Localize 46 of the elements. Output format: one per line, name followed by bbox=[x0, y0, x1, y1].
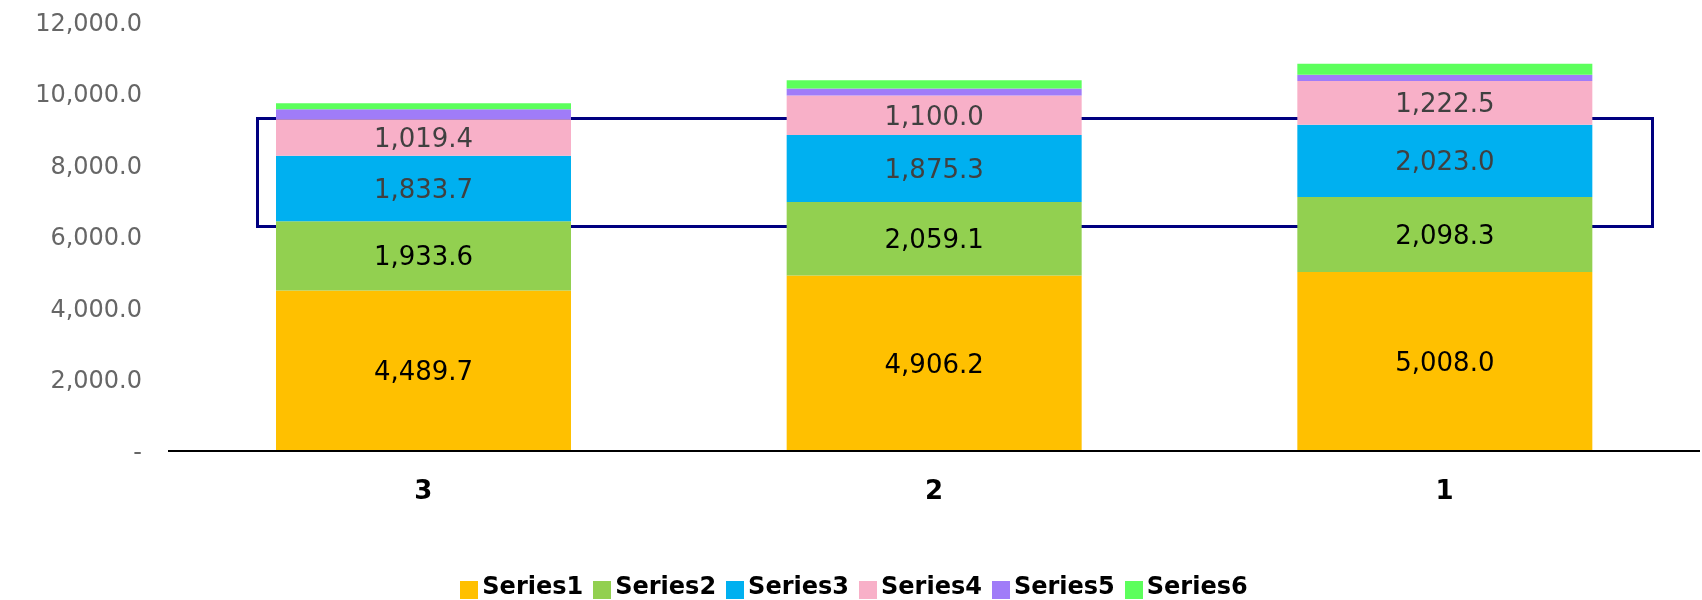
data-label: 1,222.5 bbox=[1395, 88, 1495, 119]
y-tick-label: 10,000.0 bbox=[35, 80, 142, 109]
legend-label: Series5 bbox=[1013, 572, 1115, 600]
bar bbox=[1297, 63, 1593, 75]
data-label: 4,489.7 bbox=[373, 355, 474, 386]
y-tick-label: 2,000.0 bbox=[50, 366, 142, 395]
bar bbox=[786, 80, 1082, 89]
legend-label: Series4 bbox=[881, 572, 982, 600]
bar bbox=[786, 201, 1082, 276]
bar bbox=[276, 290, 571, 451]
legend-label: Series2 bbox=[615, 572, 717, 600]
bar bbox=[786, 95, 1082, 135]
data-label: 1,875.3 bbox=[884, 153, 984, 184]
legend-label: Series3 bbox=[748, 572, 849, 600]
y-tick-label: - bbox=[133, 437, 142, 466]
bar bbox=[276, 221, 571, 291]
y-tick-label: 4,000.0 bbox=[50, 294, 142, 323]
data-label: 1,833.7 bbox=[373, 173, 474, 204]
bar bbox=[1297, 74, 1593, 81]
bar bbox=[276, 119, 571, 156]
bar bbox=[786, 134, 1082, 202]
bar bbox=[1297, 271, 1593, 451]
bar bbox=[1297, 124, 1593, 197]
bar bbox=[786, 275, 1082, 451]
bar bbox=[276, 109, 571, 120]
data-label: 4,906.2 bbox=[884, 348, 984, 379]
bar bbox=[276, 155, 571, 222]
data-label: 1,019.4 bbox=[373, 122, 474, 153]
data-label: 2,098.3 bbox=[1395, 219, 1495, 250]
bar bbox=[786, 88, 1082, 96]
data-label: 2,023.0 bbox=[1395, 146, 1495, 177]
x-tick-label: 1 bbox=[1435, 475, 1454, 506]
legend-label: Series6 bbox=[1146, 572, 1248, 600]
bar bbox=[276, 103, 571, 110]
x-tick-label: 2 bbox=[924, 475, 944, 506]
data-label: 2,059.1 bbox=[884, 224, 984, 255]
x-tick-label: 3 bbox=[414, 475, 433, 506]
data-label: 5,008.0 bbox=[1395, 346, 1495, 377]
data-label: 1,100.0 bbox=[884, 100, 984, 131]
bar bbox=[1297, 80, 1593, 125]
data-label: 1,933.6 bbox=[373, 241, 474, 272]
y-tick-label: 12,000.0 bbox=[35, 8, 142, 37]
y-tick-label: 6,000.0 bbox=[50, 223, 142, 252]
legend-label: Series1 bbox=[482, 572, 584, 600]
bar bbox=[1297, 196, 1593, 272]
y-tick-label: 8,000.0 bbox=[50, 151, 142, 180]
